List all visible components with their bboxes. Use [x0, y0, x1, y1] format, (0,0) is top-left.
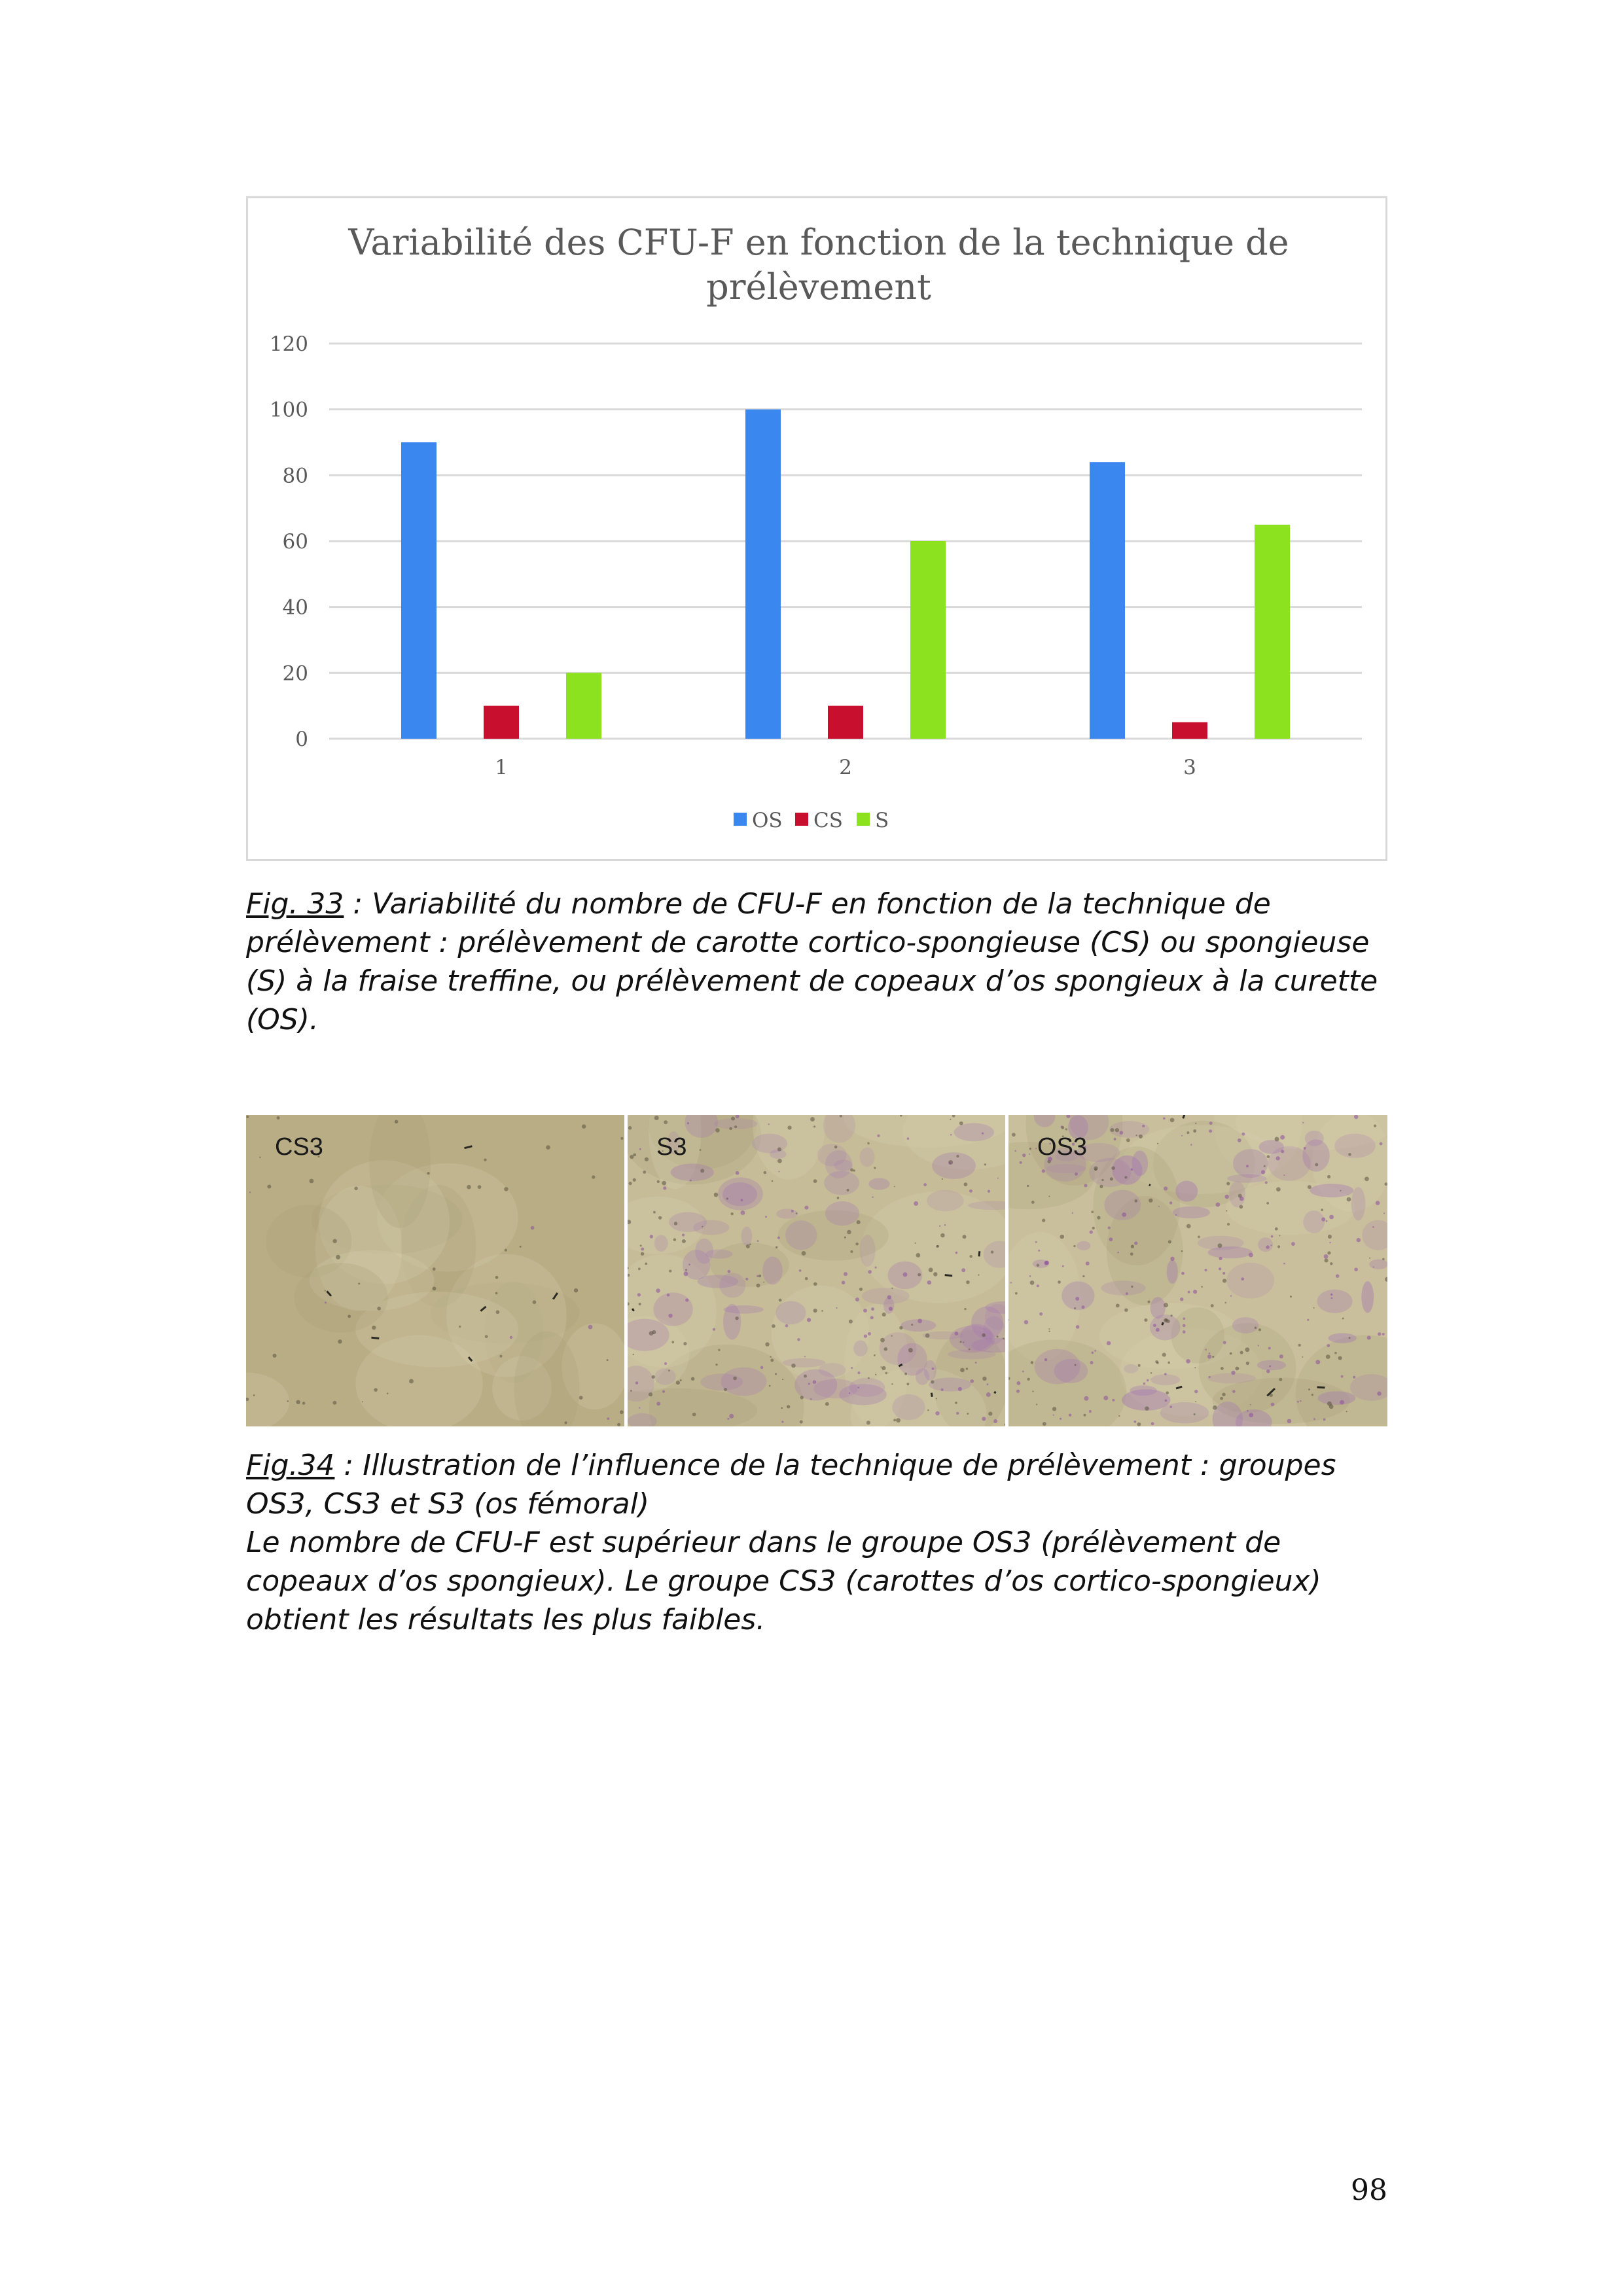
legend-label-s: S — [875, 809, 889, 832]
bar-os-1 — [401, 442, 437, 739]
bar-cs-1 — [484, 705, 519, 739]
chart-canvas: Variabilité des CFU-F en fonction de la … — [270, 222, 1362, 832]
micrograph-os3-image — [1008, 1115, 1387, 1426]
bar-s-2 — [910, 541, 946, 739]
figure-34-caption-line-1: Fig.34 : Illustration de l’influence de … — [246, 1446, 1387, 1523]
y-tick-label: 120 — [270, 332, 308, 356]
x-tick-label: 3 — [1183, 756, 1196, 779]
y-axis-ticks: 0 20 40 60 80 100 120 — [270, 332, 308, 751]
legend-swatch-cs — [795, 813, 808, 826]
x-tick-label: 1 — [495, 756, 508, 779]
x-tick-label: 2 — [839, 756, 852, 779]
micrograph-strip: CS3 S3 OS3 — [246, 1115, 1387, 1426]
micrograph-s3-label: S3 — [656, 1133, 687, 1161]
page-number: 98 — [1351, 2174, 1387, 2207]
figure-33-caption: Fig. 33 : Variabilité du nombre de CFU-F… — [246, 885, 1387, 1039]
figure-34-ref: Fig.34 — [246, 1449, 335, 1482]
micrograph-s3: S3 — [628, 1115, 1005, 1426]
bar-os-3 — [1090, 462, 1125, 739]
legend-swatch-os — [734, 813, 747, 826]
figure-33-caption-text: : Variabilité du nombre de CFU-F en fonc… — [246, 887, 1378, 1036]
micrograph-os3: OS3 — [1008, 1115, 1387, 1426]
y-tick-label: 0 — [295, 728, 308, 751]
bar-os-2 — [745, 409, 781, 739]
y-tick-label: 80 — [283, 464, 308, 487]
legend-label-os: OS — [752, 809, 783, 832]
figure-34-caption-text: : Illustration de l’influence de la tech… — [246, 1449, 1336, 1521]
micrograph-cs3-label: CS3 — [275, 1133, 323, 1161]
micrograph-s3-image — [628, 1115, 1005, 1426]
chart-bars — [401, 409, 1290, 739]
legend-label-cs: CS — [813, 809, 843, 832]
chart-title-line-2: prélèvement — [706, 266, 931, 308]
figure-34-caption: Fig.34 : Illustration de l’influence de … — [246, 1446, 1387, 1639]
bar-cs-3 — [1172, 722, 1207, 739]
cfu-chart: Variabilité des CFU-F en fonction de la … — [246, 196, 1387, 861]
y-tick-label: 100 — [270, 398, 308, 422]
figure-33-ref: Fig. 33 — [246, 887, 344, 921]
y-tick-label: 60 — [283, 530, 308, 554]
micrograph-os3-label: OS3 — [1037, 1133, 1088, 1161]
micrograph-cs3: CS3 — [246, 1115, 624, 1426]
legend-swatch-s — [857, 813, 870, 826]
bar-s-1 — [566, 673, 601, 739]
chart-gridlines — [329, 342, 1362, 740]
chart-legend: OS CS S — [734, 809, 889, 832]
y-tick-label: 40 — [283, 596, 308, 620]
chart-title-line-1: Variabilité des CFU-F en fonction de la … — [348, 222, 1289, 263]
y-tick-label: 20 — [283, 662, 308, 685]
figure-34-caption-text-2: Le nombre de CFU-F est supérieur dans le… — [246, 1526, 1321, 1636]
micrograph-cs3-image — [246, 1115, 624, 1426]
bar-s-3 — [1255, 524, 1290, 739]
bar-cs-2 — [828, 705, 863, 739]
x-axis-ticks: 1 2 3 — [495, 756, 1196, 779]
